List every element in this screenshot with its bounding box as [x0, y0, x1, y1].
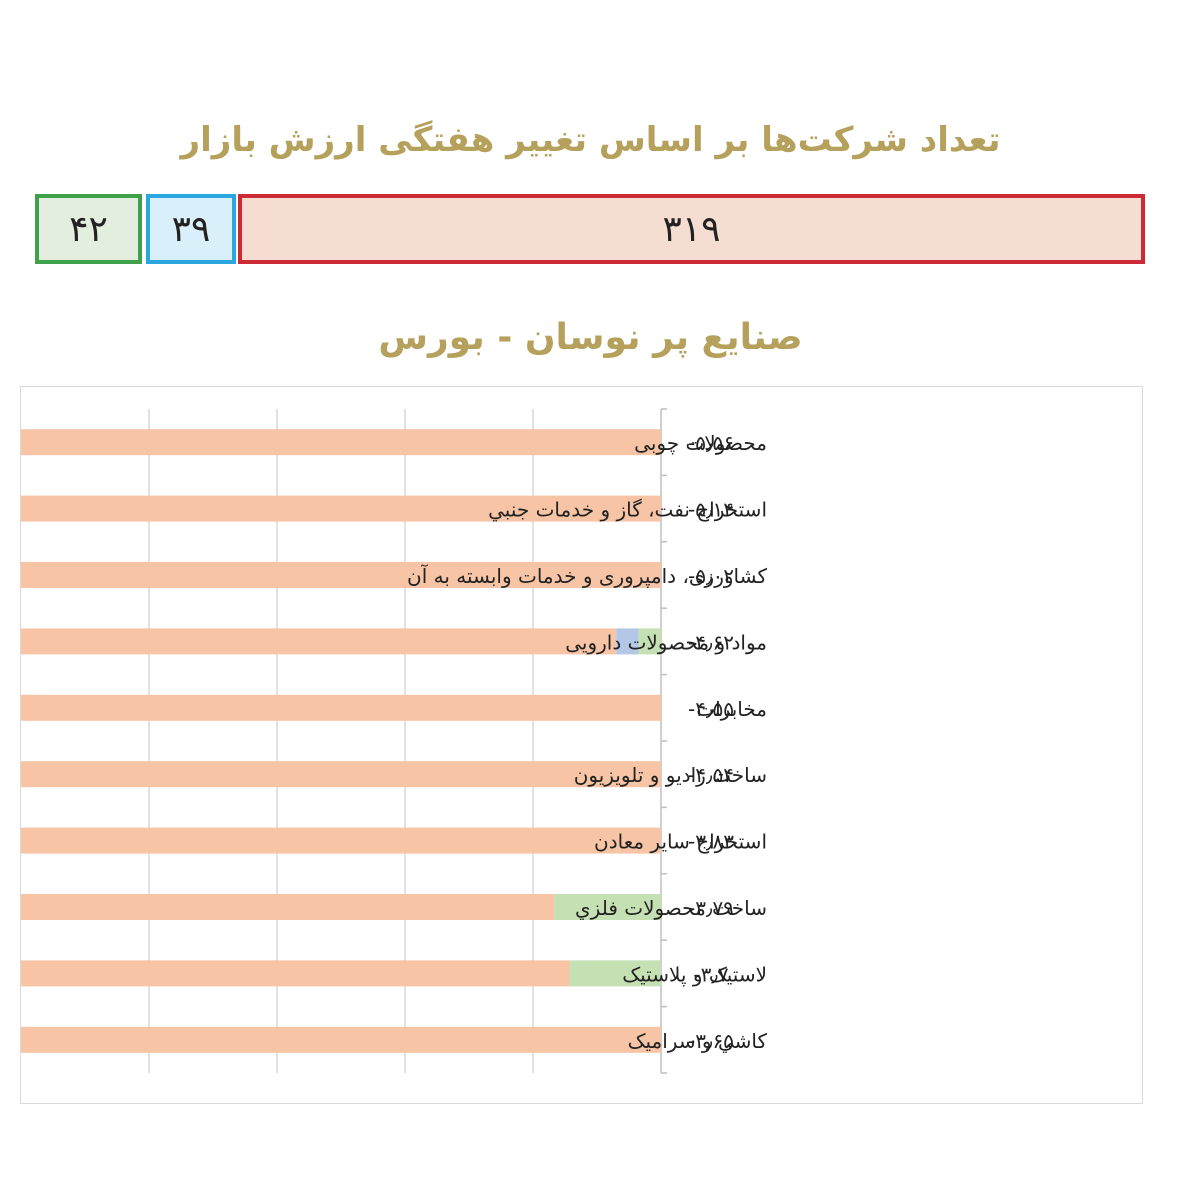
industry-chart-frame: -۵٫۵۶ محصولات چوبی -۵٫۱۴ استخراج نفت، گاز و…: [20, 386, 1143, 1104]
category-label: مخابرات: [696, 697, 767, 721]
value-label: -۳٫۷۹: [688, 896, 734, 920]
category-label: لاستیک و پلاستیک: [622, 962, 767, 987]
bar-up-segment: [554, 894, 661, 920]
category-label: ساخت رادیو و تلویزیون: [574, 763, 767, 787]
neutral-count-value: ۳۹: [171, 208, 211, 250]
chart-subtitle: صنایع پر نوسان - بورس: [378, 317, 803, 358]
category-label: محصولات چوبی: [634, 431, 767, 455]
value-label: -۴٫۵۴: [688, 763, 734, 787]
category-label: کاشي و سرامیک: [628, 1029, 768, 1054]
bar-down-segment: [21, 761, 661, 788]
category-label: مواد و محصولات دارویی: [565, 630, 767, 654]
category-label: استخراج نفت، گاز و خدمات جنبي: [488, 498, 767, 523]
bar-down-segment: [21, 894, 555, 920]
negative-count-value: ۳۱۹: [662, 208, 721, 250]
bar-down-segment: [21, 495, 661, 522]
value-label: -۴٫۵۵: [688, 697, 734, 721]
bar-down-segment: [21, 429, 661, 456]
chart-main-title: تعداد شرکت‌ها بر اساس تغییر هفتگی ارزش ب…: [180, 120, 1001, 160]
value-label: -۳٫۶۵: [688, 1029, 734, 1053]
value-label: -۳٫۸۳: [688, 830, 734, 854]
bar-down-segment: [21, 628, 617, 655]
positive-count-value: ۴۲: [69, 208, 108, 250]
value-label: -۴٫۶۲: [688, 630, 734, 654]
bar-down-segment: [21, 694, 661, 721]
neutral-count-box: ۳۹: [146, 194, 236, 264]
negative-count-box: ۳۱۹: [238, 194, 1145, 264]
positive-count-box: ۴۲: [35, 194, 142, 264]
bar-down-segment: [21, 960, 570, 987]
category-label: کشاورزی، دامپروری و خدمات وابسته به آن: [407, 563, 767, 589]
bar-down-segment: [21, 562, 661, 588]
value-label: -۵٫۵۶: [688, 431, 734, 455]
category-label: استخراج سایر معادن: [594, 830, 767, 854]
value-label: -۵٫۱۴: [688, 498, 734, 522]
value-label: -۳٫۷: [693, 962, 728, 986]
bar-down-segment: [21, 1026, 661, 1053]
value-label: -۵٫۰۲: [688, 564, 734, 588]
bar-up-segment: [569, 960, 661, 987]
bar-up-segment: [638, 628, 661, 655]
bar-neutral-segment: [616, 628, 639, 655]
category-label: ساخت محصولات فلزي: [575, 896, 767, 921]
bar-down-segment: [21, 827, 661, 854]
